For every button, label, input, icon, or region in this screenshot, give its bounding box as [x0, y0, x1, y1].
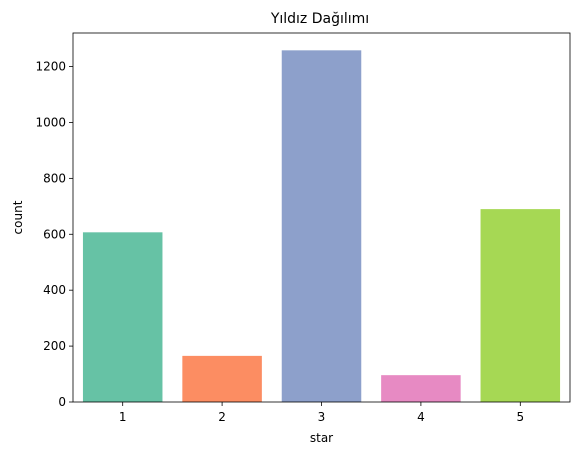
bar-1 [82, 232, 163, 402]
x-tick-label: 3 [318, 410, 326, 424]
bar-2 [182, 355, 262, 402]
y-tick-label: 400 [43, 283, 66, 297]
bar-3 [281, 50, 362, 402]
x-axis-label: star [310, 431, 333, 445]
y-tick-label: 1000 [35, 115, 66, 129]
x-tick-label: 1 [119, 410, 127, 424]
plot-frame [72, 32, 571, 403]
bars-group [82, 50, 561, 402]
y-axis-ticks: 0 200 400 600 800 1000 1200 [35, 60, 73, 409]
bar-4 [381, 375, 461, 402]
x-axis-ticks: 1 2 3 4 5 [119, 402, 524, 424]
x-tick-label: 2 [218, 410, 226, 424]
y-tick-label: 800 [43, 171, 66, 185]
y-tick-label: 0 [58, 395, 66, 409]
y-tick-label: 200 [43, 339, 66, 353]
x-tick-label: 5 [516, 410, 524, 424]
y-axis-label: count [11, 200, 25, 234]
chart-title: Yıldız Dağılımı [270, 11, 369, 27]
x-tick-label: 4 [417, 410, 425, 424]
y-tick-label: 600 [43, 227, 66, 241]
y-tick-label: 1200 [35, 60, 66, 74]
bar-5 [480, 209, 561, 402]
